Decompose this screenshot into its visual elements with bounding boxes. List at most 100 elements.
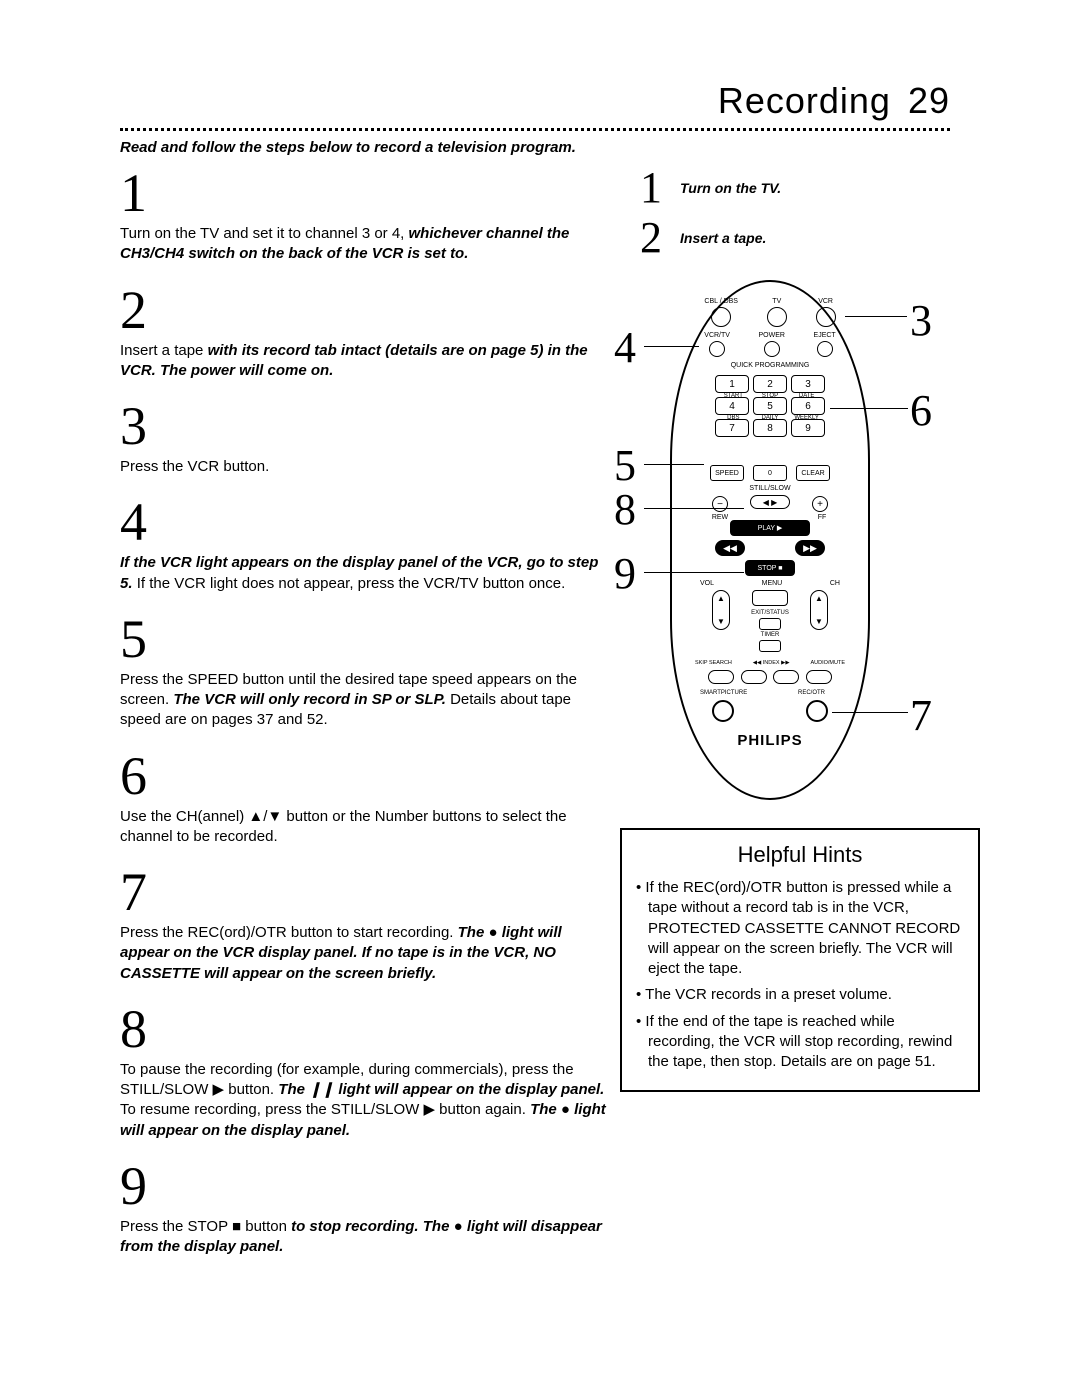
step-body: Use the CH(annel) ▲/▼ button or the Numb… bbox=[120, 807, 610, 848]
key-4: 4 bbox=[715, 397, 749, 415]
exit-status-button bbox=[759, 618, 781, 630]
callout-4: 4 bbox=[614, 322, 636, 373]
menu-label: MENU bbox=[762, 580, 783, 587]
remote-diagram: CBL / DBS TV VCR VCR/TV POWER EJECT QUIC… bbox=[640, 280, 900, 800]
mini-step-num: 1 bbox=[640, 166, 670, 210]
step-body: Press the REC(ord)/OTR button to start r… bbox=[120, 923, 610, 984]
tv-button bbox=[767, 307, 787, 327]
mini-steps: 1 Turn on the TV. 2 Insert a tape. bbox=[640, 166, 950, 260]
date-label: DATE bbox=[788, 393, 825, 399]
exit-status-label: EXIT/STATUS bbox=[745, 610, 795, 616]
key-2: 2 bbox=[753, 375, 787, 393]
callout-7: 7 bbox=[910, 690, 932, 741]
step-body: To pause the recording (for example, dur… bbox=[120, 1060, 610, 1141]
speed-row: SPEED 0 CLEAR bbox=[710, 465, 830, 481]
step-1: 1 Turn on the TV and set it to channel 3… bbox=[120, 166, 610, 265]
index-label: ◀◀ INDEX ▶▶ bbox=[753, 660, 790, 666]
step-text: Press the STOP ■ button bbox=[120, 1218, 291, 1235]
transport-controls: PLAY ▶ ◀◀ ▶▶ STOP ■ bbox=[715, 520, 825, 576]
menu-button bbox=[752, 590, 788, 606]
page-number: 29 bbox=[908, 80, 950, 121]
daily-label: DAILY bbox=[752, 415, 789, 421]
ch-label: CH bbox=[830, 580, 840, 587]
step-7: 7 Press the REC(ord)/OTR button to start… bbox=[120, 865, 610, 984]
oval-buttons-row bbox=[708, 670, 832, 684]
hints-list: If the REC(ord)/OTR button is pressed wh… bbox=[636, 878, 964, 1072]
audio-mute-button bbox=[806, 670, 832, 684]
step-text: Use the CH(annel) ▲/▼ button or the Numb… bbox=[120, 808, 567, 845]
step-body: Turn on the TV and set it to channel 3 o… bbox=[120, 224, 610, 265]
key-5: 5 bbox=[753, 397, 787, 415]
smartpicture-label: SMARTPICTURE bbox=[700, 690, 747, 696]
hints-title: Helpful Hints bbox=[636, 842, 964, 868]
step-num: 5 bbox=[120, 612, 610, 666]
step-text-bold: The ❙❙ light will appear on the display … bbox=[278, 1081, 604, 1098]
volume-rocker: ▲▼ bbox=[712, 590, 730, 630]
step-num: 6 bbox=[120, 749, 610, 803]
vol-label: VOL bbox=[700, 580, 714, 587]
dbs-label: DBS bbox=[715, 415, 752, 421]
eject-label: EJECT bbox=[814, 332, 836, 339]
hint-item: If the REC(ord)/OTR button is pressed wh… bbox=[636, 878, 964, 979]
rec-otr-button bbox=[806, 700, 828, 722]
step-text: Turn on the TV and set it to channel 3 o… bbox=[120, 225, 409, 242]
eject-button bbox=[817, 341, 833, 357]
callout-line-5 bbox=[644, 464, 704, 465]
minus-button: − bbox=[712, 496, 728, 512]
callout-6: 6 bbox=[910, 385, 932, 436]
key-6: 6 bbox=[791, 397, 825, 415]
key-1: 1 bbox=[715, 375, 749, 393]
audio-mute-label: AUDIO/MUTE bbox=[810, 660, 845, 666]
vcrtv-label: VCR/TV bbox=[704, 332, 730, 339]
step-text: Press the VCR button. bbox=[120, 458, 269, 475]
quick-programming-label: QUICK PROGRAMMING bbox=[710, 362, 830, 369]
step-num: 2 bbox=[120, 283, 610, 337]
callout-line-3 bbox=[845, 316, 907, 317]
index-left-button bbox=[741, 670, 767, 684]
dotted-divider bbox=[120, 128, 950, 131]
step-body: Press the SPEED button until the desired… bbox=[120, 670, 610, 731]
callout-line-9 bbox=[644, 572, 744, 573]
cbl-dbs-button bbox=[711, 307, 731, 327]
cbl-dbs-label: CBL / DBS bbox=[704, 298, 738, 305]
mini-step-text: Insert a tape. bbox=[680, 230, 766, 246]
stop-label: STOP bbox=[752, 393, 789, 399]
keypad-labels-row2: DBS DAILY WEEKLY bbox=[715, 415, 825, 421]
key-7: 7 bbox=[715, 419, 749, 437]
step-8: 8 To pause the recording (for example, d… bbox=[120, 1002, 610, 1141]
step-6: 6 Use the CH(annel) ▲/▼ button or the Nu… bbox=[120, 749, 610, 848]
intro-text: Read and follow the steps below to recor… bbox=[120, 139, 950, 156]
play-button: PLAY ▶ bbox=[730, 520, 810, 536]
step-text: To resume recording, press the STILL/SLO… bbox=[120, 1101, 530, 1118]
skip-search-label: SKIP SEARCH bbox=[695, 660, 732, 666]
callout-9: 9 bbox=[614, 548, 636, 599]
key-9: 9 bbox=[791, 419, 825, 437]
step-text-bold: The VCR will only record in SP or SLP. bbox=[173, 691, 446, 708]
callout-line-6 bbox=[830, 408, 908, 409]
power-label: POWER bbox=[759, 332, 785, 339]
power-button bbox=[764, 341, 780, 357]
timer-button bbox=[759, 640, 781, 652]
step-4: 4 If the VCR light appears on the displa… bbox=[120, 495, 610, 594]
brand-logo: PHILIPS bbox=[640, 732, 900, 749]
step-text: If the VCR light does not appear, press … bbox=[137, 575, 566, 592]
step-num: 9 bbox=[120, 1159, 610, 1213]
key-0: 0 bbox=[753, 465, 787, 481]
timer-label: TIMER bbox=[755, 632, 785, 638]
vcr-button bbox=[816, 307, 836, 327]
instructions-column: 1 Turn on the TV and set it to channel 3… bbox=[120, 166, 610, 1275]
keypad-labels-row1: START STOP DATE bbox=[715, 393, 825, 399]
index-right-button bbox=[773, 670, 799, 684]
mini-step-text: Turn on the TV. bbox=[680, 180, 781, 196]
skip-index-audio-labels: SKIP SEARCH ◀◀ INDEX ▶▶ AUDIO/MUTE bbox=[695, 660, 845, 666]
callout-8: 8 bbox=[614, 484, 636, 535]
step-body: Press the STOP ■ button to stop recordin… bbox=[120, 1217, 610, 1258]
remote-row2: VCR/TV POWER EJECT bbox=[690, 332, 850, 357]
manual-page: Recording 29 Read and follow the steps b… bbox=[120, 80, 950, 1275]
still-slow-label: STILL/SLOW bbox=[740, 485, 800, 492]
remote-top-row: CBL / DBS TV VCR bbox=[690, 298, 850, 327]
rewind-button: ◀◀ bbox=[715, 540, 745, 556]
callout-line-4 bbox=[644, 346, 699, 347]
ffwd-button: ▶▶ bbox=[795, 540, 825, 556]
tv-label: TV bbox=[767, 298, 787, 305]
